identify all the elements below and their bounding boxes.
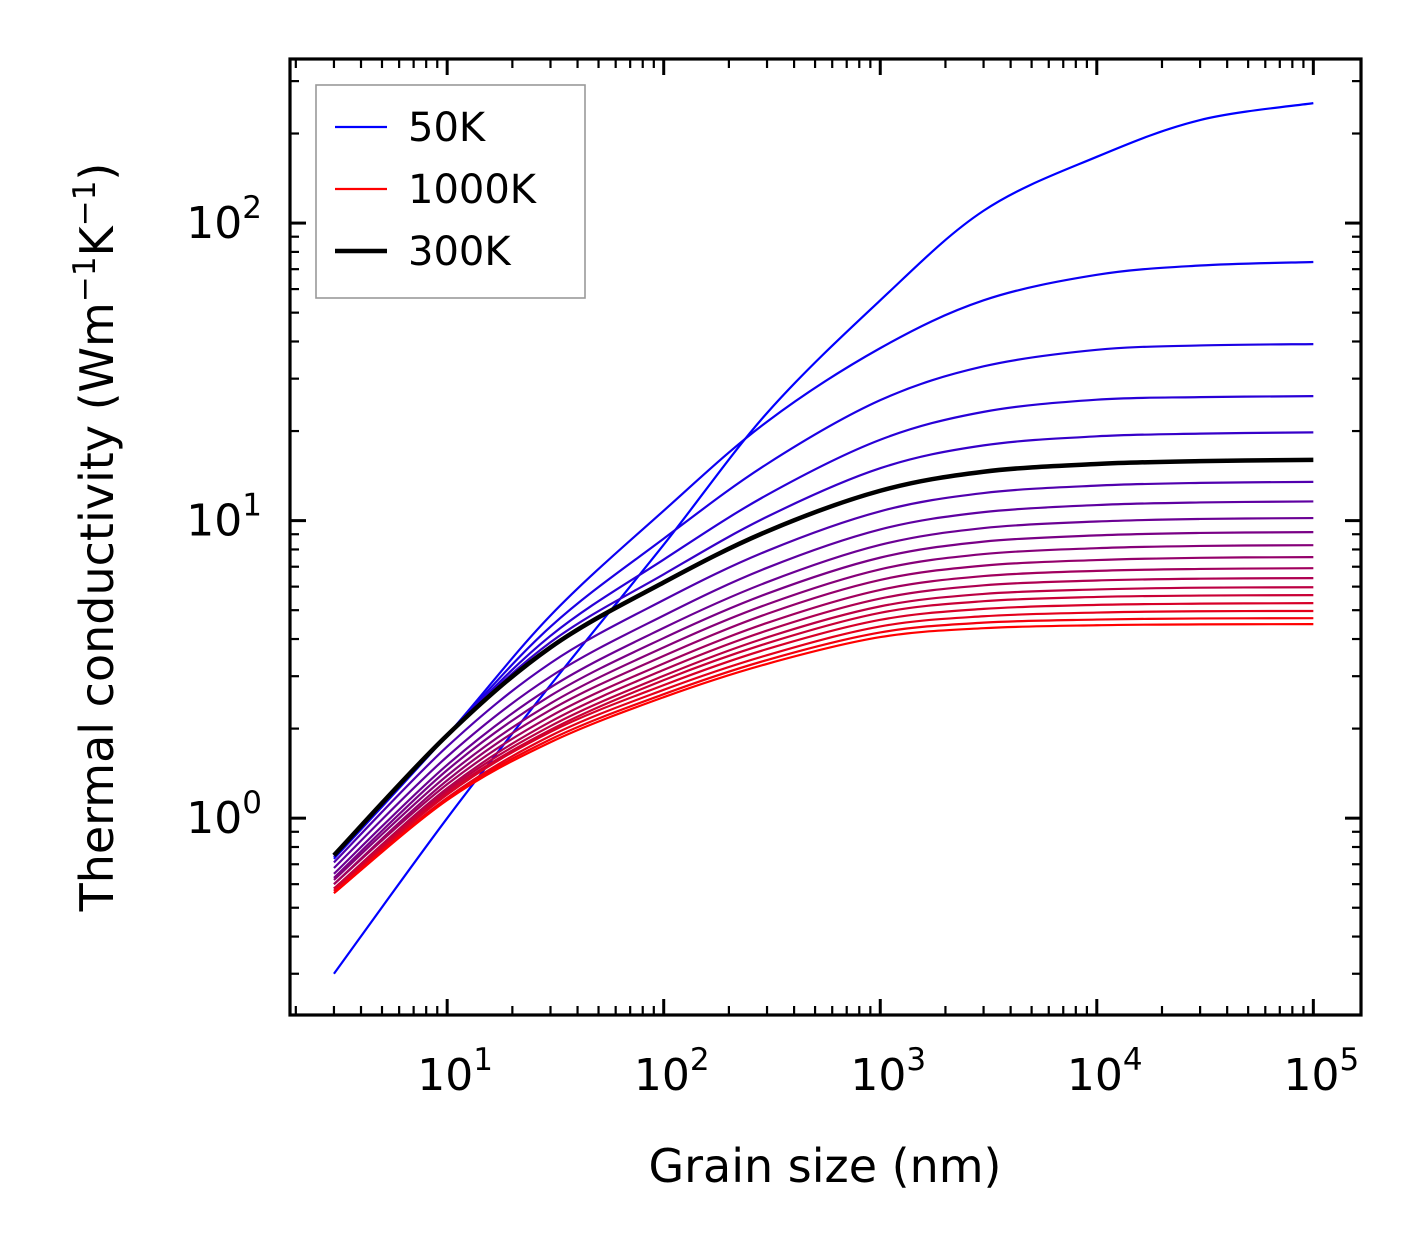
series-line-850k: [333, 602, 1314, 892]
x-tick-label-base: 10: [417, 1050, 473, 1101]
x-tick-label: 104: [1067, 1042, 1143, 1101]
y-tick-label-base: 10: [186, 793, 242, 844]
series-layer: [332, 102, 1314, 975]
x-tick-label-base: 10: [634, 1050, 690, 1101]
series-line-900k: [333, 609, 1314, 892]
series-line-800k: [333, 593, 1314, 890]
y-tick-label-base: 10: [186, 198, 242, 249]
x-tick-label-exp: 1: [473, 1042, 493, 1078]
x-tick-label: 103: [850, 1042, 926, 1101]
series-line-950k: [333, 617, 1314, 894]
legend-label: 50K: [408, 105, 487, 151]
y-axis-label-suffix: ): [70, 163, 124, 181]
x-tick-label-base: 10: [850, 1050, 906, 1101]
y-tick-label-exp: 0: [242, 785, 262, 821]
series-line-750k: [333, 586, 1314, 890]
series-line-600k: [333, 556, 1314, 885]
x-tick-label-exp: 5: [1339, 1042, 1359, 1078]
x-tick-labels: 101 102 103 104 105: [417, 1042, 1359, 1101]
x-axis-label: Grain size (nm): [649, 1139, 1002, 1193]
series-line-700k: [333, 576, 1314, 890]
x-tick-label-base: 10: [1283, 1050, 1339, 1101]
x-tick-label-exp: 2: [690, 1042, 710, 1078]
legend-label: 1000K: [408, 167, 538, 213]
legend: 50K 1000K 300K: [315, 84, 586, 299]
y-tick-label-base: 10: [186, 496, 242, 547]
y-axis-label-exp2: −1: [67, 181, 103, 227]
y-tick-label-exp: 1: [242, 488, 262, 524]
series-line-550k: [333, 544, 1314, 881]
legend-entry: 300K: [335, 229, 512, 275]
x-tick-label: 105: [1283, 1042, 1359, 1101]
x-tick-label: 101: [417, 1042, 493, 1101]
y-axis-label-prefix: Thermal conductivity (Wm: [70, 302, 124, 912]
series-line-100k: [333, 260, 1314, 860]
y-axis-label-exp1: −1: [67, 256, 103, 302]
y-tick-label: 100: [186, 785, 262, 844]
x-tick-label-exp: 3: [906, 1042, 926, 1078]
legend-label: 300K: [408, 229, 512, 275]
series-line-1000k: [333, 622, 1314, 894]
x-tick-label: 102: [634, 1042, 710, 1101]
series-line-450k: [333, 516, 1314, 875]
series-line-350k: [333, 480, 1314, 864]
series-line-500k: [333, 531, 1314, 879]
y-axis-label-mid: K: [70, 224, 124, 256]
x-tick-label-exp: 4: [1123, 1042, 1143, 1078]
series-line-650k: [333, 567, 1314, 885]
axes-frame: [288, 57, 1363, 1017]
legend-entry: 1000K: [335, 167, 538, 213]
legend-entry: 50K: [335, 105, 487, 151]
series-line-150k: [333, 342, 1314, 858]
series-line-400k: [333, 500, 1314, 869]
legend-box: [315, 84, 586, 299]
series-line-300k: [332, 457, 1314, 857]
y-tick-label: 101: [186, 488, 262, 547]
y-tick-label-exp: 2: [242, 190, 262, 226]
y-tick-label: 102: [186, 190, 262, 249]
y-axis-label: Thermal conductivity (Wm−1K−1): [67, 163, 124, 913]
x-tick-label-base: 10: [1067, 1050, 1123, 1101]
series-line-200k: [333, 395, 1314, 857]
